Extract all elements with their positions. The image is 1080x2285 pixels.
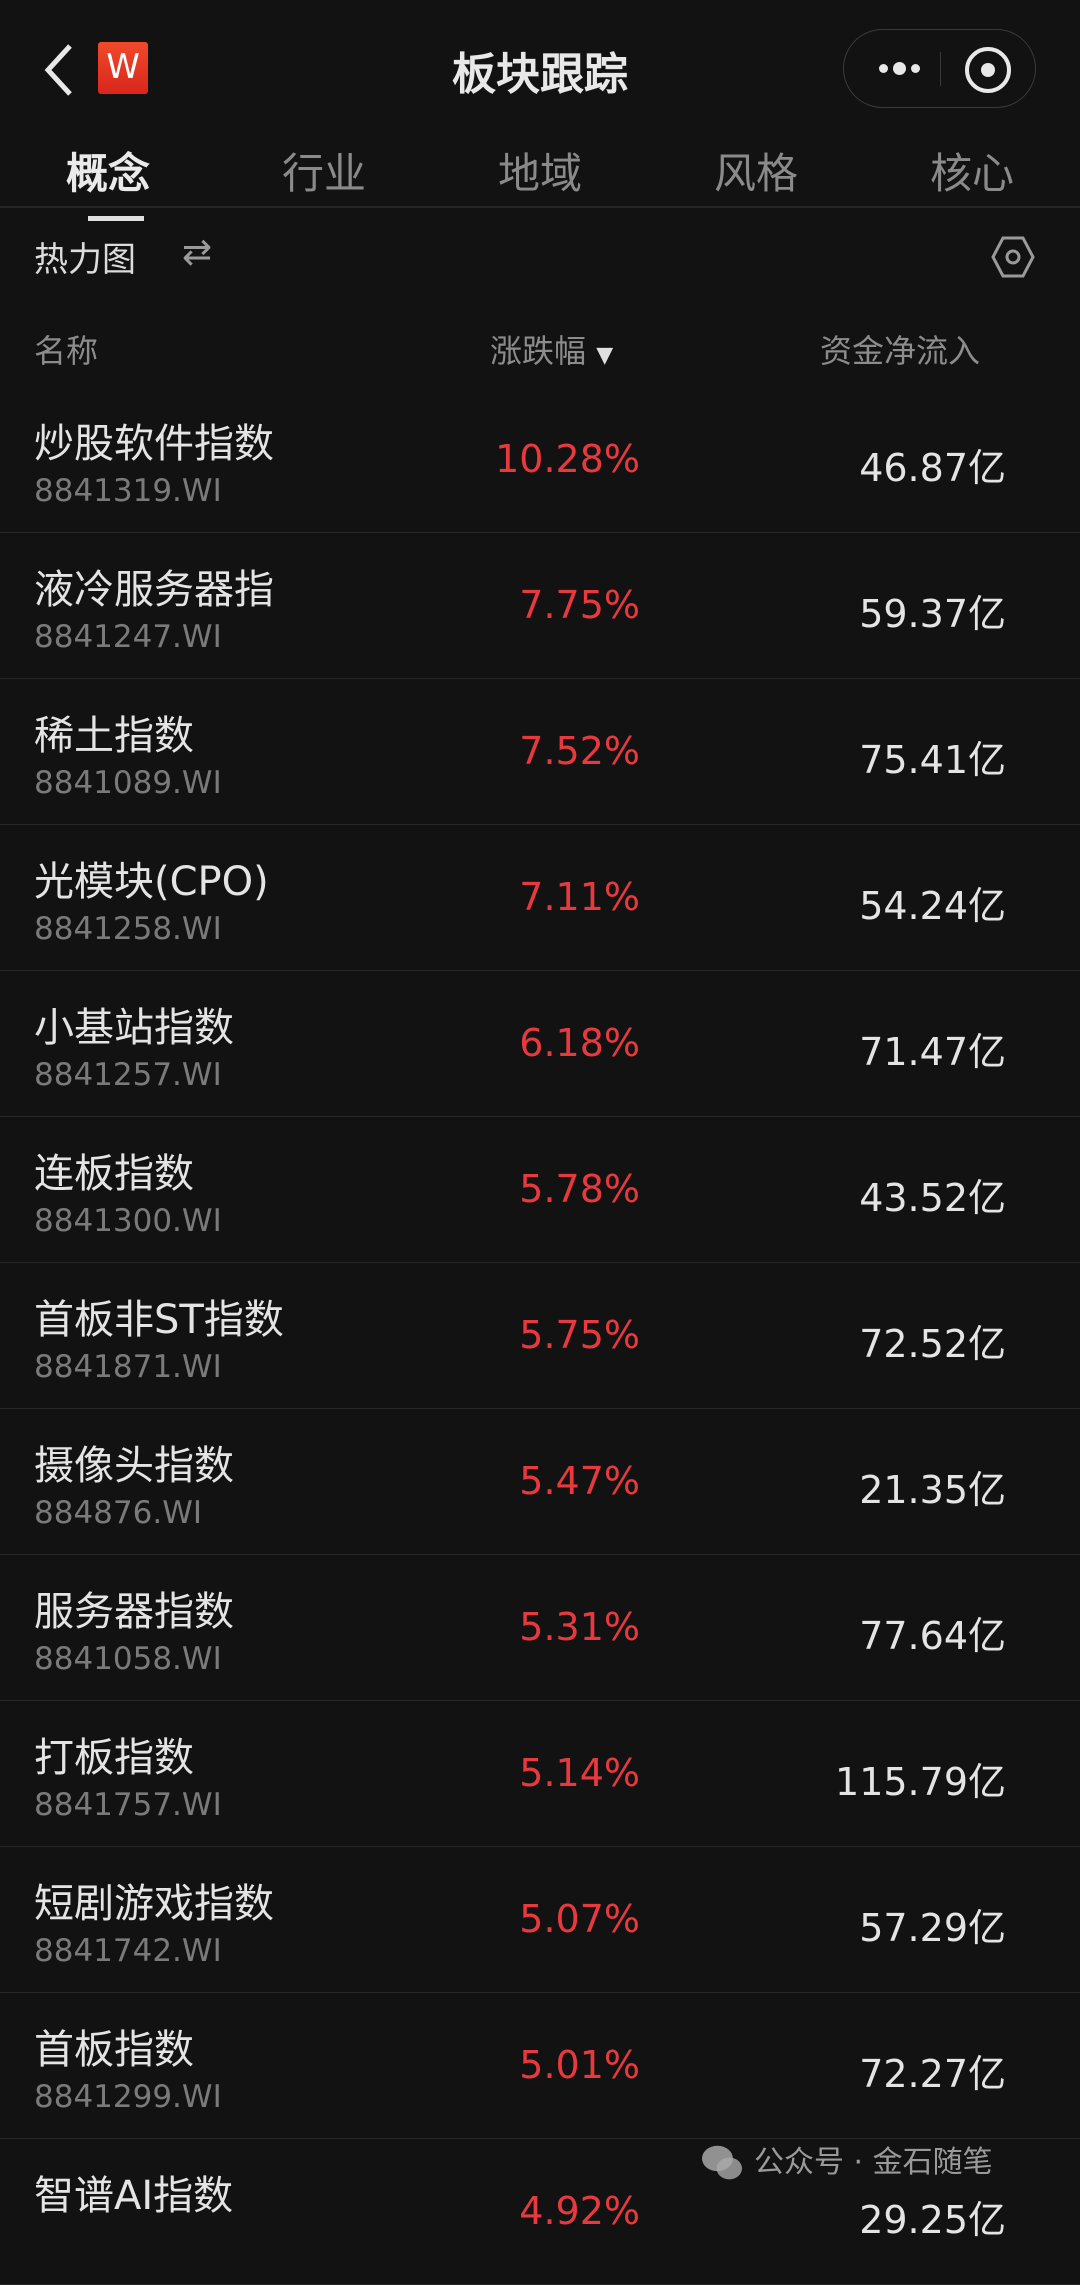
tab-core[interactable]: 核心 bbox=[929, 149, 1014, 198]
change-percent: 7.75% bbox=[519, 583, 640, 627]
table-row[interactable]: 连板指数 8841300.WI 5.78% 43.52亿 bbox=[0, 1117, 1080, 1263]
change-percent: 5.14% bbox=[519, 1751, 640, 1795]
sector-code: 8841742.WI bbox=[34, 1933, 222, 1969]
sector-code: 8841257.WI bbox=[34, 1057, 222, 1093]
change-label: 涨跌幅 bbox=[490, 332, 587, 370]
net-inflow: 57.29亿 bbox=[859, 1906, 1006, 1950]
sector-code: 8841300.WI bbox=[34, 1203, 222, 1239]
net-inflow: 72.27亿 bbox=[859, 2052, 1006, 2096]
sector-name: 服务器指数 bbox=[34, 1589, 234, 1635]
change-percent: 6.18% bbox=[519, 1021, 640, 1065]
table-row[interactable]: 稀土指数 8841089.WI 7.52% 75.41亿 bbox=[0, 679, 1080, 825]
back-icon[interactable] bbox=[40, 40, 80, 100]
sector-code: 8841089.WI bbox=[34, 765, 222, 801]
tab-industry[interactable]: 行业 bbox=[281, 149, 366, 198]
sector-name: 首板非ST指数 bbox=[34, 1297, 284, 1343]
net-inflow: 77.64亿 bbox=[859, 1614, 1006, 1658]
change-percent: 5.75% bbox=[519, 1313, 640, 1357]
sector-code: 8841258.WI bbox=[34, 911, 222, 947]
net-inflow: 54.24亿 bbox=[859, 884, 1006, 928]
swap-icon[interactable]: ⇄ bbox=[182, 232, 213, 273]
app-logo: W bbox=[98, 42, 148, 94]
sector-code: 8841058.WI bbox=[34, 1641, 222, 1677]
tab-style[interactable]: 风格 bbox=[713, 149, 798, 198]
table-row[interactable]: 液冷服务器指 8841247.WI 7.75% 59.37亿 bbox=[0, 533, 1080, 679]
net-inflow: 29.25亿 bbox=[859, 2198, 1006, 2242]
net-inflow: 21.35亿 bbox=[859, 1468, 1006, 1512]
net-inflow: 43.52亿 bbox=[859, 1176, 1006, 1220]
sector-name: 摄像头指数 bbox=[34, 1443, 234, 1489]
watermark: 公众号 · 金石随笔 bbox=[700, 2141, 993, 2185]
page-title: 板块跟踪 bbox=[452, 49, 628, 100]
sector-name: 液冷服务器指 bbox=[34, 567, 274, 613]
column-header-flow: 资金净流入 bbox=[820, 332, 981, 370]
tab-region[interactable]: 地域 bbox=[497, 149, 582, 198]
sector-code: 8841319.WI bbox=[34, 473, 222, 509]
close-target-icon[interactable] bbox=[965, 47, 1011, 93]
net-inflow: 46.87亿 bbox=[859, 446, 1006, 490]
sector-name: 稀土指数 bbox=[34, 713, 194, 759]
column-header-change[interactable]: 涨跌幅 ▼ bbox=[490, 326, 613, 372]
column-header-name: 名称 bbox=[34, 332, 99, 370]
table-row[interactable]: 光模块(CPO) 8841258.WI 7.11% 54.24亿 bbox=[0, 825, 1080, 971]
top-bar: W 板块跟踪 bbox=[0, 0, 1080, 140]
tab-bar: 概念 行业 地域 风格 核心 bbox=[0, 140, 1080, 221]
change-percent: 5.47% bbox=[519, 1459, 640, 1503]
change-percent: 10.28% bbox=[495, 437, 640, 481]
sector-code: 884876.WI bbox=[34, 1495, 202, 1531]
change-percent: 5.78% bbox=[519, 1167, 640, 1211]
divider bbox=[940, 52, 941, 86]
sector-name: 智谱AI指数 bbox=[34, 2173, 234, 2219]
sector-code: 8841299.WI bbox=[34, 2079, 222, 2115]
net-inflow: 71.47亿 bbox=[859, 1030, 1006, 1074]
table-row[interactable]: 小基站指数 8841257.WI 6.18% 71.47亿 bbox=[0, 971, 1080, 1117]
sector-name: 炒股软件指数 bbox=[34, 421, 274, 467]
table-row[interactable]: 短剧游戏指数 8841742.WI 5.07% 57.29亿 bbox=[0, 1847, 1080, 1993]
table-row[interactable]: 打板指数 8841757.WI 5.14% 115.79亿 bbox=[0, 1701, 1080, 1847]
table-row[interactable]: 摄像头指数 884876.WI 5.47% 21.35亿 bbox=[0, 1409, 1080, 1555]
sector-code: 8841871.WI bbox=[34, 1349, 222, 1385]
mini-program-capsule bbox=[843, 29, 1036, 108]
heatmap-label[interactable]: 热力图 bbox=[34, 240, 136, 280]
watermark-text: 公众号 · 金石随笔 bbox=[754, 2145, 993, 2180]
change-percent: 7.11% bbox=[519, 875, 640, 919]
sector-name: 打板指数 bbox=[34, 1735, 194, 1781]
table-row[interactable]: 首板指数 8841299.WI 5.01% 72.27亿 bbox=[0, 1993, 1080, 2139]
sector-name: 短剧游戏指数 bbox=[34, 1881, 274, 1927]
net-inflow: 115.79亿 bbox=[835, 1760, 1006, 1804]
wechat-icon bbox=[702, 2145, 742, 2180]
change-percent: 5.31% bbox=[519, 1605, 640, 1649]
sector-name: 光模块(CPO) bbox=[34, 859, 269, 905]
net-inflow: 72.52亿 bbox=[859, 1322, 1006, 1366]
sector-name: 连板指数 bbox=[34, 1151, 194, 1197]
settings-icon[interactable] bbox=[990, 234, 1036, 280]
sector-name: 首板指数 bbox=[34, 2027, 194, 2073]
table-row[interactable]: 服务器指数 8841058.WI 5.31% 77.64亿 bbox=[0, 1555, 1080, 1701]
change-percent: 5.07% bbox=[519, 1897, 640, 1941]
sort-desc-icon: ▼ bbox=[596, 343, 614, 368]
sector-list: 炒股软件指数 8841319.WI 10.28% 46.87亿液冷服务器指 884124… bbox=[0, 387, 1080, 2285]
table-row[interactable]: 炒股软件指数 8841319.WI 10.28% 46.87亿 bbox=[0, 387, 1080, 533]
sector-name: 小基站指数 bbox=[34, 1005, 234, 1051]
change-percent: 4.92% bbox=[519, 2189, 640, 2233]
sector-code: 8841247.WI bbox=[34, 619, 222, 655]
more-icon[interactable] bbox=[864, 30, 934, 107]
change-percent: 5.01% bbox=[519, 2043, 640, 2087]
sector-code: 8841757.WI bbox=[34, 1787, 222, 1823]
net-inflow: 59.37亿 bbox=[859, 592, 1006, 636]
change-percent: 7.52% bbox=[519, 729, 640, 773]
tab-concept[interactable]: 概念 bbox=[48, 140, 168, 221]
table-row[interactable]: 首板非ST指数 8841871.WI 5.75% 72.52亿 bbox=[0, 1263, 1080, 1409]
net-inflow: 75.41亿 bbox=[859, 738, 1006, 782]
